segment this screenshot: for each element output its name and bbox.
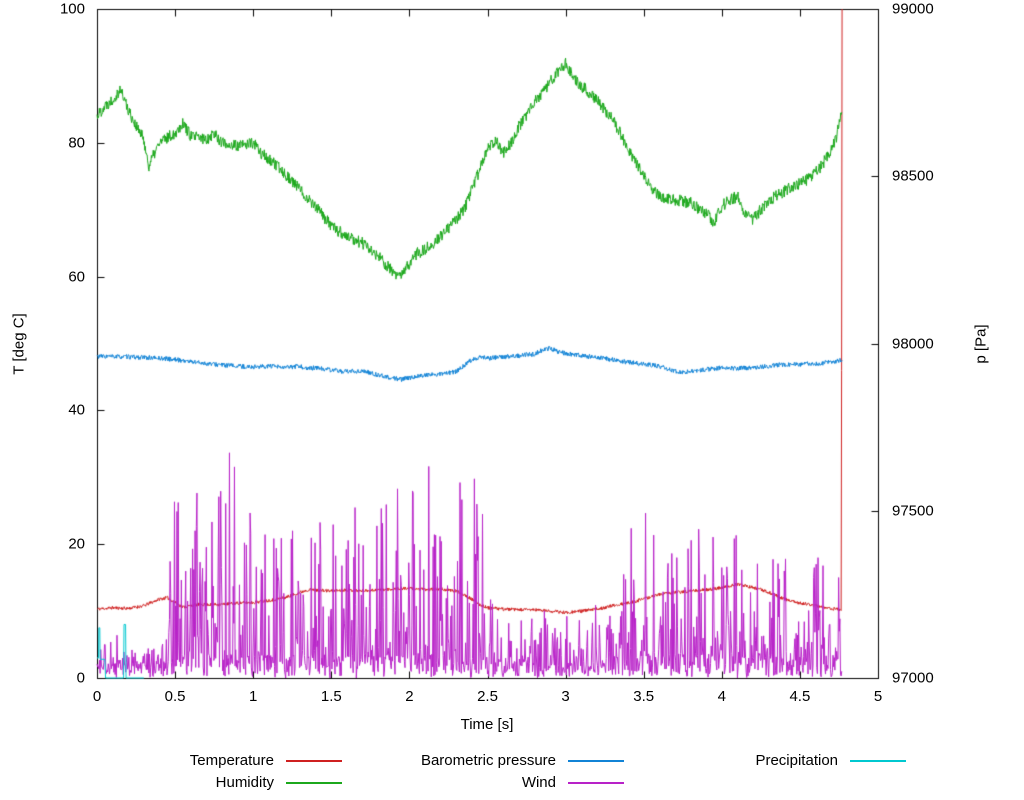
legend-line-sample bbox=[286, 781, 342, 784]
y-left-tick-label: 0 bbox=[76, 669, 85, 687]
legend-label: Humidity bbox=[215, 774, 274, 791]
legend-entry-barometric-pressure: Barometric pressure bbox=[342, 751, 624, 770]
x-tick-label: 1.5 bbox=[320, 688, 342, 705]
y-right-tick-label: 99000 bbox=[892, 0, 934, 18]
x-tick-label: 3.5 bbox=[633, 688, 655, 705]
x-tick-label: 4 bbox=[717, 688, 726, 705]
y-right-tick-label: 97000 bbox=[892, 669, 934, 687]
legend-line-sample bbox=[568, 781, 624, 784]
y-left-tick-label: 80 bbox=[68, 134, 85, 152]
legend-entry-humidity: Humidity bbox=[60, 773, 342, 792]
y-left-tick-label: 20 bbox=[68, 535, 85, 553]
legend-entry-temperature: Temperature bbox=[60, 751, 342, 770]
legend-label: Wind bbox=[521, 774, 556, 791]
x-tick-label: 3 bbox=[561, 688, 570, 705]
legend-entry-wind: Wind bbox=[342, 773, 624, 792]
y-left-tick-label: 100 bbox=[59, 0, 85, 18]
x-tick-label: 0.5 bbox=[164, 688, 186, 705]
y-left-tick-label: 60 bbox=[68, 268, 85, 286]
y-right-tick-label: 97500 bbox=[892, 502, 934, 520]
y-left-axis-title: T [deg C] bbox=[10, 313, 28, 375]
legend-label: Temperature bbox=[189, 752, 274, 769]
x-tick-label: 2.5 bbox=[477, 688, 498, 705]
legend-entry-precipitation: Precipitation bbox=[624, 751, 906, 770]
y-right-tick-label: 98500 bbox=[892, 167, 934, 185]
legend-label: Barometric pressure bbox=[420, 752, 556, 769]
y-right-tick-label: 98000 bbox=[892, 335, 934, 352]
legend: Temperature Barometric pressure Precipitat… bbox=[60, 751, 906, 792]
x-tick-label: 4.5 bbox=[789, 688, 811, 705]
legend-label: Precipitation bbox=[755, 752, 838, 769]
legend-line-sample bbox=[568, 759, 624, 762]
x-tick-label: 1 bbox=[249, 688, 258, 705]
y-right-axis-title: p [Pa] bbox=[972, 324, 990, 364]
legend-line-sample bbox=[850, 759, 906, 762]
x-tick-label: 0 bbox=[92, 688, 102, 705]
x-axis-title: Time [s] bbox=[460, 716, 514, 733]
x-tick-label: 5 bbox=[873, 688, 883, 705]
x-tick-label: 2 bbox=[405, 688, 414, 705]
legend-entry-empty bbox=[624, 773, 906, 792]
legend-line-sample bbox=[286, 759, 342, 762]
y-left-tick-label: 40 bbox=[68, 401, 85, 419]
